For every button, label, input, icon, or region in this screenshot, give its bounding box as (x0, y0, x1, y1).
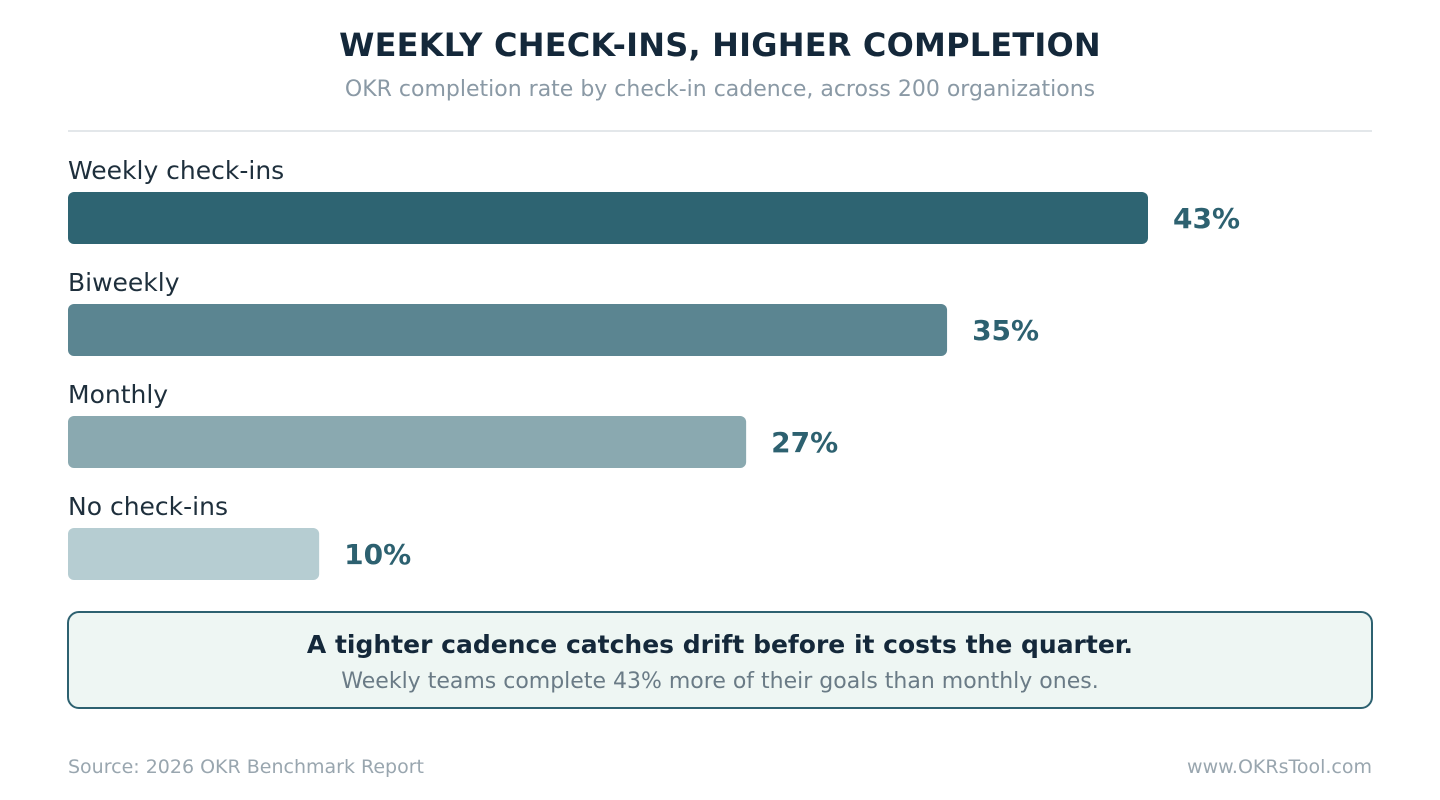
category-label: Weekly check-ins (68, 156, 284, 185)
value-label: 35% (972, 314, 1039, 347)
bar (68, 304, 948, 356)
bar (68, 528, 320, 580)
bar (68, 192, 1148, 244)
value-label: 43% (1173, 202, 1240, 235)
chart-subtitle: OKR completion rate by check-in cadence,… (344, 77, 1096, 102)
bar (68, 416, 747, 468)
category-label: Biweekly (68, 268, 180, 297)
value-label: 27% (771, 426, 838, 459)
callout-headline: A tighter cadence catches drift before i… (306, 630, 1134, 659)
header-divider (68, 130, 1372, 132)
category-label: Monthly (68, 380, 168, 409)
bar-chart: Weekly check-ins 43% Biweekly 35% Monthly 27%… (68, 156, 1240, 580)
chart-title: WEEKLY CHECK-INS, HIGHER COMPLETION (339, 26, 1101, 64)
website-link[interactable]: www.OKRsTool.com (1187, 756, 1372, 778)
source-note: Source: 2026 OKR Benchmark Report (68, 756, 424, 778)
insight-callout: A tighter cadence catches drift before i… (67, 611, 1373, 709)
category-label: No check-ins (68, 492, 228, 521)
callout-body: Weekly teams complete 43% more of their … (341, 669, 1099, 694)
value-label: 10% (344, 538, 411, 571)
